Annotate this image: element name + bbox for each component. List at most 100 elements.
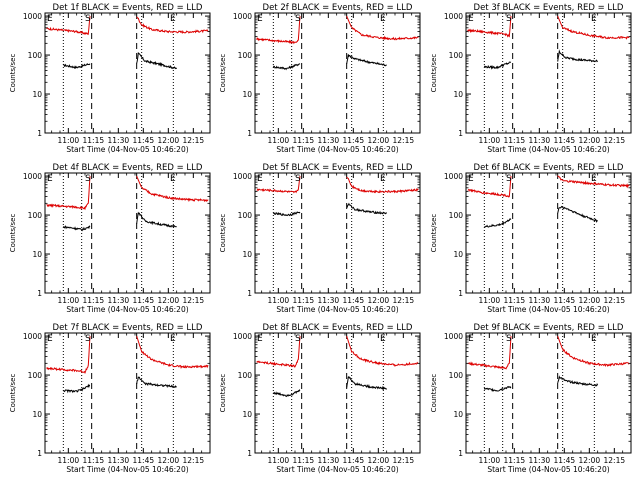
x-tick-label: 12:00: [368, 136, 390, 145]
x-tick-label: 11:15: [83, 296, 105, 305]
plot-area: [467, 13, 630, 133]
flag-label-e-right: E: [591, 174, 597, 184]
events-series-line: [483, 61, 512, 70]
x-axis-label: Start Time (04-Nov-05 10:46:20): [487, 305, 609, 314]
y-tick-label: 100: [238, 211, 253, 220]
x-tick-label: 12:15: [393, 456, 415, 465]
x-tick-label: 11:00: [58, 136, 80, 145]
plot-frame: [465, 172, 632, 294]
x-tick-label: 11:45: [133, 296, 155, 305]
x-tick-label: 12:15: [183, 296, 205, 305]
lld-series-line: [136, 16, 209, 35]
flag-label-e-right: E: [380, 174, 386, 184]
chart-panel: Det 7f BLACK = Events, RED = LLD 1 10 100 10…: [9, 323, 211, 474]
chart-title: Det 5f BLACK = Events, RED = LLD: [263, 163, 413, 173]
plot-frame: [465, 12, 632, 134]
chart-panel: Det 9f BLACK = Events, RED = LLD 1 10 100 10…: [430, 323, 632, 474]
x-tick-label: 12:15: [183, 136, 205, 145]
x-tick-label: 11:00: [479, 456, 501, 465]
y-tick-label: 100: [238, 51, 253, 60]
chart-panel: Det 2f BLACK = Events, RED = LLD 1 10 100 10…: [219, 3, 421, 154]
flag-label-e-right: E: [591, 334, 597, 344]
lld-series-line: [467, 176, 512, 198]
x-tick-label: 11:00: [268, 456, 290, 465]
x-tick-label: 11:45: [343, 296, 365, 305]
flag-label-s: S: [506, 14, 512, 24]
x-tick-label: 11:45: [343, 136, 365, 145]
y-tick-label: 1: [37, 289, 42, 298]
plot-area: [46, 173, 209, 293]
y-tick-label: 100: [28, 211, 43, 220]
chart-title: Det 9f BLACK = Events, RED = LLD: [474, 323, 624, 333]
y-tick-label: 10: [453, 90, 463, 99]
lld-series-line: [467, 16, 512, 38]
y-tick-label: 1000: [233, 172, 252, 181]
flag-label-s: S: [506, 334, 512, 344]
chart-title: Det 2f BLACK = Events, RED = LLD: [263, 3, 413, 13]
y-tick-label: 1: [37, 449, 42, 458]
plot-frame: [465, 332, 632, 454]
chart-title: Det 4f BLACK = Events, RED = LLD: [53, 163, 203, 173]
x-tick-label: 12:15: [604, 456, 626, 465]
y-axis-label: Counts/sec: [9, 54, 17, 93]
lld-series-line: [46, 336, 91, 374]
y-tick-label: 1000: [444, 332, 463, 341]
y-tick-label: 100: [449, 51, 464, 60]
plot-area: [467, 333, 630, 453]
x-axis-label: Start Time (04-Nov-05 10:46:20): [66, 305, 188, 314]
events-series-line: [136, 376, 177, 389]
x-tick-label: 11:30: [108, 456, 130, 465]
x-tick-label: 11:45: [554, 136, 576, 145]
x-tick-label: 11:45: [554, 296, 576, 305]
flag-label-e-right: E: [170, 334, 176, 344]
x-tick-label: 11:15: [293, 456, 315, 465]
plot-area: [467, 173, 630, 293]
events-series-line: [557, 49, 598, 63]
chart-panel: Det 5f BLACK = Events, RED = LLD 1 10 100 10…: [219, 163, 421, 314]
flag-label-e-right: E: [380, 14, 386, 24]
x-tick-label: 11:15: [504, 296, 526, 305]
y-tick-label: 10: [453, 250, 463, 259]
plot-frame: [44, 332, 211, 454]
x-tick-label: 11:15: [83, 136, 105, 145]
plot-area: [256, 13, 419, 133]
chart-title: Det 7f BLACK = Events, RED = LLD: [53, 323, 203, 333]
x-tick-label: 11:00: [479, 136, 501, 145]
flag-label-s: S: [506, 174, 512, 184]
y-tick-label: 1: [247, 289, 252, 298]
lld-series-line: [46, 16, 91, 36]
chart-title: Det 8f BLACK = Events, RED = LLD: [263, 323, 413, 333]
flag-label-e-left: E: [257, 14, 263, 24]
events-series-line: [557, 375, 599, 387]
y-tick-label: 10: [32, 250, 42, 259]
y-tick-label: 100: [28, 51, 43, 60]
x-tick-label: 11:15: [293, 296, 315, 305]
events-series-line: [63, 383, 90, 394]
plot-frame: [44, 172, 211, 294]
flag-label-e-left: E: [47, 14, 53, 24]
y-tick-label: 1000: [233, 12, 252, 21]
plot-frame: [254, 12, 421, 134]
flag-label-s: S: [295, 174, 301, 184]
chart-panel: Det 8f BLACK = Events, RED = LLD 1 10 100 10…: [219, 323, 421, 474]
y-tick-label: 1000: [23, 172, 42, 181]
events-series-line: [272, 211, 301, 217]
events-series-line: [272, 389, 301, 398]
chart-title: Det 1f BLACK = Events, RED = LLD: [53, 3, 203, 13]
plot-frame: [44, 12, 211, 134]
x-tick-label: 11:30: [108, 296, 130, 305]
x-axis-label: Start Time (04-Nov-05 10:46:20): [276, 465, 398, 474]
y-tick-label: 100: [449, 211, 464, 220]
flag-label-e-right: E: [170, 174, 176, 184]
plot-area: [256, 333, 419, 453]
y-tick-label: 10: [242, 410, 252, 419]
x-tick-label: 12:15: [604, 136, 626, 145]
x-tick-label: 12:15: [393, 136, 415, 145]
y-tick-label: 1000: [23, 332, 42, 341]
lld-series-line: [346, 15, 419, 41]
chart-panel: Det 1f BLACK = Events, RED = LLD 1 10 100 10…: [9, 3, 211, 154]
x-tick-label: 12:00: [368, 296, 390, 305]
x-axis-label: Start Time (04-Nov-05 10:46:20): [66, 465, 188, 474]
chart-title: Det 3f BLACK = Events, RED = LLD: [474, 3, 624, 13]
